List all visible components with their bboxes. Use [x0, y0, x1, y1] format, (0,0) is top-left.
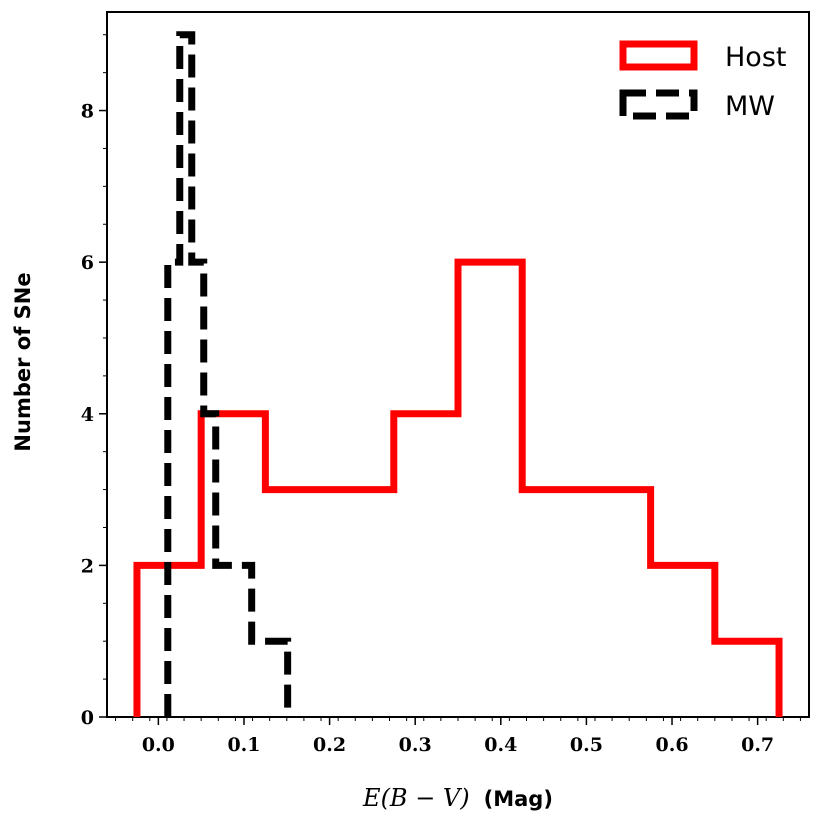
- x-axis-label-unit: (Mag): [484, 787, 553, 811]
- legend-host-label: Host: [725, 42, 786, 73]
- x-tick-label: 0.0: [142, 734, 175, 756]
- legend-host-swatch: [619, 40, 698, 71]
- legend: Host MW: [619, 40, 786, 122]
- axis-ticks: 0.0 0.1 0.2 0.3 0.4 0.5 0.6 0.7 0 2 4 6 8: [81, 34, 801, 756]
- y-tick-label: 8: [81, 101, 94, 123]
- x-tick-label: 0.4: [484, 734, 517, 756]
- x-axis-label-math: E(B − V): [362, 784, 470, 812]
- histogram-step-mw: [164, 31, 292, 717]
- x-tick-label: 0.6: [655, 734, 688, 756]
- y-tick-label: 6: [81, 252, 94, 274]
- x-tick-label: 0.3: [399, 734, 432, 756]
- x-tick-label: 0.2: [313, 734, 346, 756]
- x-tick-label: 0.1: [227, 734, 260, 756]
- histogram-step-host: [133, 258, 783, 717]
- histogram-series: [133, 31, 783, 717]
- x-tick-label: 0.5: [570, 734, 603, 756]
- y-tick-label: 2: [81, 555, 94, 577]
- legend-mw-label: MW: [725, 91, 775, 122]
- x-axis-label: E(B − V) (Mag): [362, 784, 553, 812]
- x-tick-label: 0.7: [741, 734, 774, 756]
- y-axis-label: Number of SNe: [11, 272, 35, 451]
- legend-mw-swatch: [619, 89, 698, 120]
- y-tick-label: 4: [81, 404, 94, 426]
- y-tick-label: 0: [81, 707, 94, 729]
